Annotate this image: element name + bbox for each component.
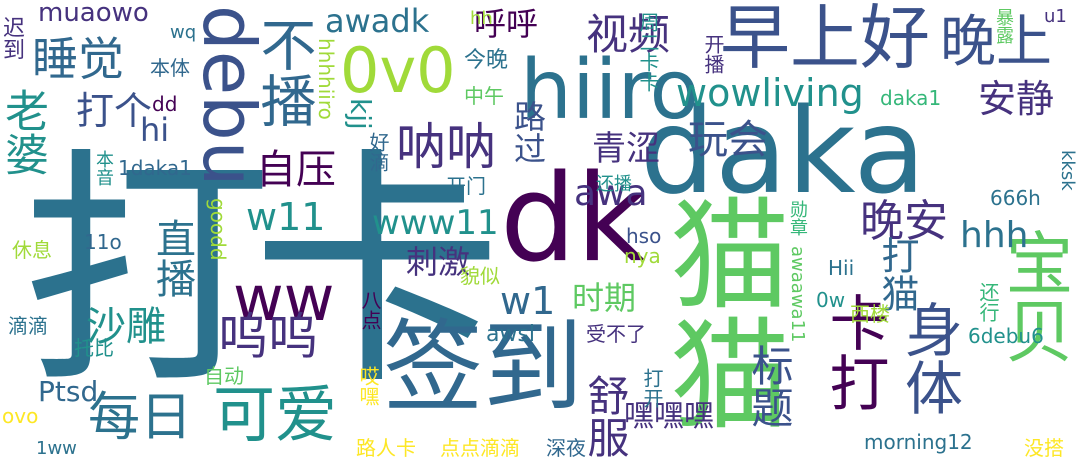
word: 11o xyxy=(84,230,122,254)
word: 路人卡 xyxy=(356,436,416,460)
word: w11 xyxy=(246,195,326,239)
word: hso xyxy=(626,224,662,248)
word: ww xyxy=(233,262,335,335)
word: 休息 xyxy=(12,238,52,262)
word: awaawa11 xyxy=(787,246,808,343)
word: kjj xyxy=(344,98,377,130)
word: goodd xyxy=(206,198,230,261)
word: hhhhiiro xyxy=(314,38,338,120)
word: 早上好 xyxy=(720,0,930,79)
word: awadk xyxy=(325,2,430,40)
word: 睡觉 xyxy=(32,32,124,86)
word: dk xyxy=(500,150,646,289)
word: 打开 xyxy=(640,368,664,408)
word: 6debu6 xyxy=(968,324,1044,348)
word: awa xyxy=(574,173,648,214)
word: 自压 xyxy=(256,147,336,193)
word: 本体 xyxy=(150,56,190,80)
word: 西楼 xyxy=(850,302,890,326)
word: 呼呼 xyxy=(474,5,539,43)
word: 时期 xyxy=(572,279,637,317)
word: 八点 xyxy=(358,290,382,330)
word: u1 xyxy=(1044,6,1067,27)
word: 安静 xyxy=(978,77,1055,121)
word: 还播 xyxy=(596,174,632,195)
word: 晚安 xyxy=(860,196,948,247)
word: 1ww xyxy=(36,438,77,459)
word: muaowo xyxy=(38,0,149,28)
word: 托比 xyxy=(74,336,114,360)
word: 打个 xyxy=(76,89,153,133)
word: 打猫 xyxy=(875,236,919,312)
word: 青涩 xyxy=(592,129,660,169)
word: Ptsd xyxy=(38,375,99,408)
word: 迟到 xyxy=(0,16,24,60)
word: 沙雕 xyxy=(86,304,166,350)
word: 开播 xyxy=(701,34,725,74)
word: w1 xyxy=(500,279,556,323)
word: 呜呜 xyxy=(218,308,318,366)
word: 每日 xyxy=(88,388,193,448)
word: 嘿嘿嘿 xyxy=(624,399,714,434)
word: 0v0 xyxy=(340,34,456,107)
word: 卡打 xyxy=(819,292,889,412)
word: 晚上 xyxy=(940,10,1052,75)
word: 滴滴 xyxy=(8,314,48,338)
word: dd xyxy=(152,92,178,116)
word: 深夜 xyxy=(546,436,586,460)
word: 勋章 xyxy=(787,200,808,236)
word: wq xyxy=(170,22,197,43)
word: morning12 xyxy=(864,430,973,454)
word: daka1 xyxy=(880,86,942,110)
word: 本音 xyxy=(93,150,114,186)
word: awsl xyxy=(486,322,536,347)
word: 受不了 xyxy=(586,322,646,346)
word: ovo xyxy=(2,404,39,428)
word: 开门 xyxy=(446,174,486,198)
word: 好滴 xyxy=(366,132,390,172)
word: 刺激 xyxy=(406,243,471,281)
word: 标题 xyxy=(745,344,794,428)
word: hi xyxy=(140,111,170,149)
word: 点点滴滴 xyxy=(440,436,520,460)
word: 舒服 xyxy=(581,374,630,458)
word: 老婆 xyxy=(0,88,48,176)
word: wowliving xyxy=(676,71,864,115)
word: hh xyxy=(470,8,493,29)
word: 路过 xyxy=(509,100,547,164)
word: 哎嘿 xyxy=(356,366,380,406)
word: 1daka1 xyxy=(118,156,192,180)
word: 不播 xyxy=(251,16,316,128)
word: 可爱 xyxy=(213,378,338,451)
word: www11 xyxy=(372,203,499,243)
word: kksk xyxy=(1057,150,1078,191)
word: hiiro xyxy=(520,43,700,138)
word: 打卡 xyxy=(22,127,502,418)
word: 暴露 xyxy=(993,8,1014,44)
word: 宝贝 xyxy=(993,228,1072,364)
word: 666h xyxy=(990,186,1041,210)
word: hhh xyxy=(960,215,1029,256)
word: 呐呐 xyxy=(396,118,496,176)
word: 周二卡卡 xyxy=(636,12,660,92)
word: debu xyxy=(187,5,271,187)
word: 中午 xyxy=(464,84,504,108)
word: 自动 xyxy=(204,364,244,388)
word: 玩会 xyxy=(688,117,768,163)
word: 身体 xyxy=(895,300,963,416)
word: 还行 xyxy=(976,282,1000,322)
word: 视频 xyxy=(586,10,671,59)
word: nya xyxy=(624,244,661,268)
word: 签到 xyxy=(383,309,583,426)
word: daka xyxy=(640,82,926,220)
word: 貌似 xyxy=(460,264,500,288)
word: 直播 xyxy=(149,218,195,298)
word: 猫猫 xyxy=(649,192,788,432)
word: 没搭 xyxy=(1024,436,1064,460)
word: 0w xyxy=(816,288,846,312)
word: 今晚 xyxy=(464,48,509,73)
word: Hii xyxy=(828,256,855,280)
